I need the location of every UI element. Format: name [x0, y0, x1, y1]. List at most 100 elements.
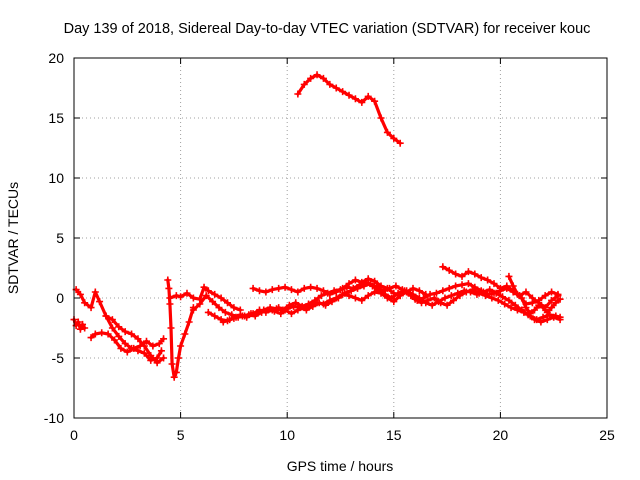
data-point	[522, 288, 530, 296]
data-point	[556, 295, 564, 303]
data-point	[554, 292, 562, 300]
data-point	[147, 352, 155, 360]
data-point	[548, 296, 556, 304]
data-point	[255, 287, 263, 295]
series-trace-2	[72, 286, 165, 364]
data-point	[165, 284, 173, 292]
axis-ticks: 0 5 10 15 20 25 -10 -5 0 5 10 15 20	[44, 50, 615, 443]
data-point	[290, 302, 298, 310]
data-point	[520, 308, 528, 316]
data-point	[262, 288, 270, 296]
data-point	[396, 139, 404, 147]
data-point	[513, 290, 521, 298]
data-point	[270, 307, 278, 315]
data-point	[332, 84, 340, 92]
data-point	[177, 293, 185, 301]
x-tick-label: 10	[279, 427, 295, 443]
data-point	[358, 278, 366, 286]
grid	[74, 58, 607, 418]
data-point	[354, 284, 362, 292]
data-point	[307, 283, 315, 291]
x-tick-label: 25	[599, 427, 615, 443]
data-point	[108, 316, 116, 324]
data-point	[484, 276, 492, 284]
data-point	[503, 282, 511, 290]
data-point	[548, 288, 556, 296]
data-point	[140, 342, 148, 350]
data-point	[539, 313, 547, 321]
data-point	[351, 294, 359, 302]
data-point	[475, 289, 483, 297]
data-point	[238, 312, 246, 320]
data-series	[70, 71, 564, 381]
data-point	[81, 299, 89, 307]
y-axis-label: SDTVAR / TECUs	[5, 182, 21, 294]
data-point	[533, 316, 541, 324]
data-point	[160, 335, 168, 343]
data-point	[164, 276, 172, 284]
x-tick-label: 15	[386, 427, 402, 443]
data-point	[422, 290, 430, 298]
data-point	[358, 296, 366, 304]
data-point	[548, 304, 556, 312]
data-point	[452, 282, 460, 290]
data-point	[232, 313, 240, 321]
data-point	[488, 294, 496, 302]
data-point	[334, 294, 342, 302]
data-point	[383, 128, 391, 136]
data-point	[264, 306, 272, 314]
data-point	[226, 316, 234, 324]
x-tick-label: 20	[493, 427, 509, 443]
data-point	[415, 287, 423, 295]
data-point	[439, 287, 447, 295]
data-point	[74, 318, 82, 326]
data-point	[183, 289, 191, 297]
data-point	[522, 304, 530, 312]
y-tick-label: -5	[52, 350, 65, 366]
data-point	[294, 90, 302, 98]
data-point	[302, 306, 310, 314]
data-point	[166, 294, 174, 302]
data-point	[300, 80, 308, 88]
data-point	[526, 310, 534, 318]
data-point	[535, 301, 543, 309]
data-point	[172, 292, 180, 300]
data-point	[307, 74, 315, 82]
data-point	[287, 286, 295, 294]
data-point	[98, 329, 106, 337]
data-point	[464, 268, 472, 276]
data-point	[140, 349, 148, 357]
data-point	[379, 287, 387, 295]
data-point	[160, 354, 168, 362]
data-point	[501, 300, 509, 308]
data-point	[492, 289, 500, 297]
data-point	[211, 290, 219, 298]
data-point	[464, 280, 472, 288]
y-tick-label: 10	[48, 170, 64, 186]
data-point	[202, 292, 210, 300]
x-tick-label: 0	[70, 427, 78, 443]
data-point	[490, 280, 498, 288]
data-point	[174, 354, 182, 362]
data-point	[430, 294, 438, 302]
data-point	[552, 312, 560, 320]
series-trace-10	[219, 280, 564, 326]
data-point	[296, 304, 304, 312]
data-point	[219, 318, 227, 326]
series-trace-3	[87, 329, 168, 356]
data-point	[364, 92, 372, 100]
data-point	[347, 287, 355, 295]
data-point	[211, 312, 219, 320]
data-point	[251, 312, 259, 320]
data-point	[496, 284, 504, 292]
data-point	[351, 276, 359, 284]
data-point	[341, 289, 349, 297]
data-point	[371, 97, 379, 105]
data-point	[115, 323, 123, 331]
data-point	[418, 299, 426, 307]
data-point	[281, 283, 289, 291]
data-point	[371, 277, 379, 285]
data-point	[121, 340, 129, 348]
data-point	[469, 286, 477, 294]
data-point	[313, 71, 321, 79]
